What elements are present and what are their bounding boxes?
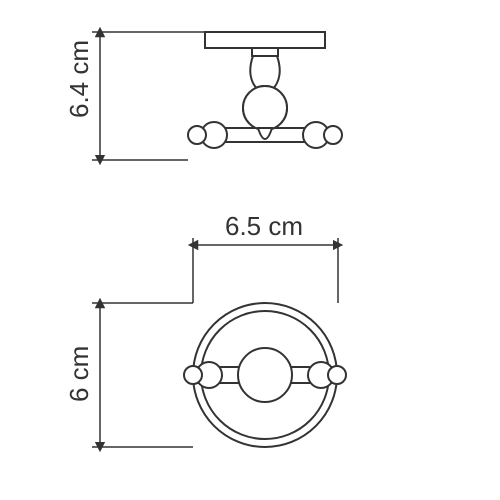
technical-drawing: 6.4 cm 6.5 cm 6 cm — [0, 0, 500, 500]
dim-height-bottom: 6 cm — [64, 303, 193, 447]
side-view — [188, 32, 342, 148]
dim-height-bottom-label: 6 cm — [64, 346, 94, 402]
dim-height-top-label: 6.4 cm — [64, 40, 94, 118]
dim-width-label: 6.5 cm — [225, 211, 303, 241]
knob-left-2 — [188, 126, 206, 144]
neck — [252, 48, 278, 56]
dim-width: 6.5 cm — [193, 211, 338, 303]
mount-plate — [205, 32, 325, 48]
tv-knob-left-2 — [184, 366, 202, 384]
dim-height-top: 6.4 cm — [64, 32, 205, 160]
center-ball-top — [238, 348, 292, 402]
tv-knob-right-2 — [328, 366, 346, 384]
knob-right-2 — [324, 126, 342, 144]
main-ball-side-over — [243, 86, 287, 130]
stem — [250, 56, 279, 90]
top-view — [184, 303, 346, 447]
